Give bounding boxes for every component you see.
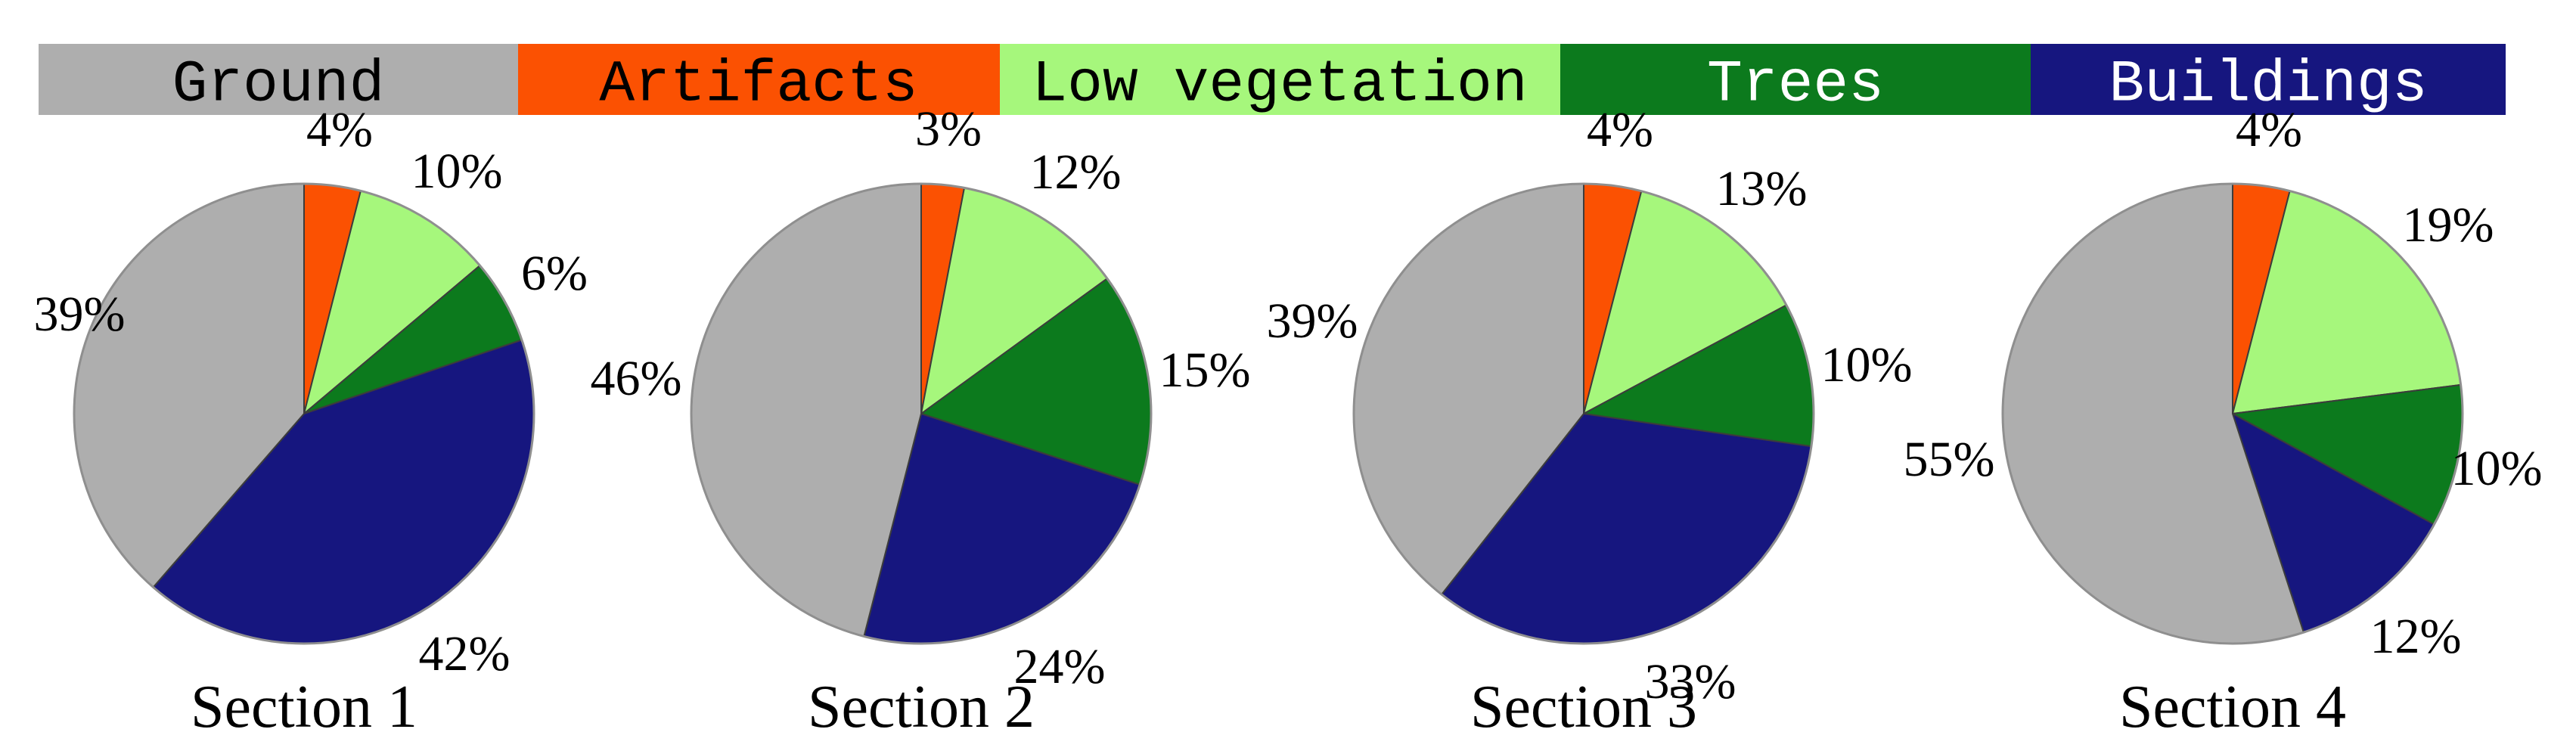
legend-label-buildings: Buildings xyxy=(2109,51,2427,118)
pct-label-artifacts-section-1: 4% xyxy=(306,102,373,157)
pct-label-ground-section-4: 55% xyxy=(1904,432,1995,487)
pie-outline-section-3 xyxy=(1352,182,1815,645)
legend-label-ground: Ground xyxy=(172,51,385,118)
pie-section-4: 4% 19% 10% 12% 55% xyxy=(1904,102,2543,664)
pie-section-2: 3% 12% 15% 24% 46% xyxy=(591,101,1251,694)
pct-label-ground-section-3: 39% xyxy=(1267,293,1358,349)
pct-label-artifacts-section-2: 3% xyxy=(915,101,982,157)
pct-label-low-vegetation-section-4: 19% xyxy=(2403,197,2494,253)
pct-label-trees-section-3: 10% xyxy=(1821,337,1913,393)
pct-label-artifacts-section-3: 4% xyxy=(1587,102,1653,157)
pie-outline-section-1 xyxy=(73,182,535,645)
pct-label-artifacts-section-4: 4% xyxy=(2236,102,2302,157)
pie-outline-section-2 xyxy=(690,182,1153,645)
legend-swatch-trees xyxy=(1560,44,2031,115)
pct-label-low-vegetation-section-1: 10% xyxy=(411,144,503,199)
legend-swatch-artifacts xyxy=(518,44,1000,115)
pct-label-ground-section-1: 39% xyxy=(34,287,126,342)
pie-title-section-2: Section 2 xyxy=(808,674,1035,740)
pie-title-section-1: Section 1 xyxy=(191,674,417,740)
pct-label-low-vegetation-section-3: 13% xyxy=(1716,161,1808,216)
pie-title-section-4: Section 4 xyxy=(2119,674,2346,740)
legend-swatch-ground xyxy=(39,44,518,115)
pct-label-trees-section-1: 6% xyxy=(521,246,588,301)
legend-label-low-vegetation: Low vegetation xyxy=(1032,51,1527,118)
legend-swatch-low-vegetation xyxy=(1000,44,1560,115)
pie-section-3: 4% 13% 10% 33% 39% xyxy=(1267,102,1913,709)
legend: Ground Artifacts Low vegetation Trees Bu… xyxy=(39,44,2506,118)
pie-section-1: 4% 10% 6% 42% 39% xyxy=(34,102,588,681)
legend-swatch-buildings xyxy=(2031,44,2506,115)
pct-label-buildings-section-2: 24% xyxy=(1014,639,1106,694)
legend-label-artifacts: Artifacts xyxy=(599,51,917,118)
pct-label-buildings-section-4: 12% xyxy=(2370,609,2462,664)
pct-label-low-vegetation-section-2: 12% xyxy=(1030,144,1122,200)
pie-outline-section-4 xyxy=(2001,182,2464,645)
pct-label-trees-section-4: 10% xyxy=(2451,441,2543,496)
pie-title-section-3: Section 3 xyxy=(1470,674,1697,740)
legend-label-trees: Trees xyxy=(1707,51,1884,118)
pct-label-buildings-section-1: 42% xyxy=(419,626,511,681)
pct-label-ground-section-2: 46% xyxy=(591,351,682,406)
pct-label-buildings-section-3: 33% xyxy=(1645,654,1736,709)
pct-label-trees-section-2: 15% xyxy=(1159,343,1251,398)
